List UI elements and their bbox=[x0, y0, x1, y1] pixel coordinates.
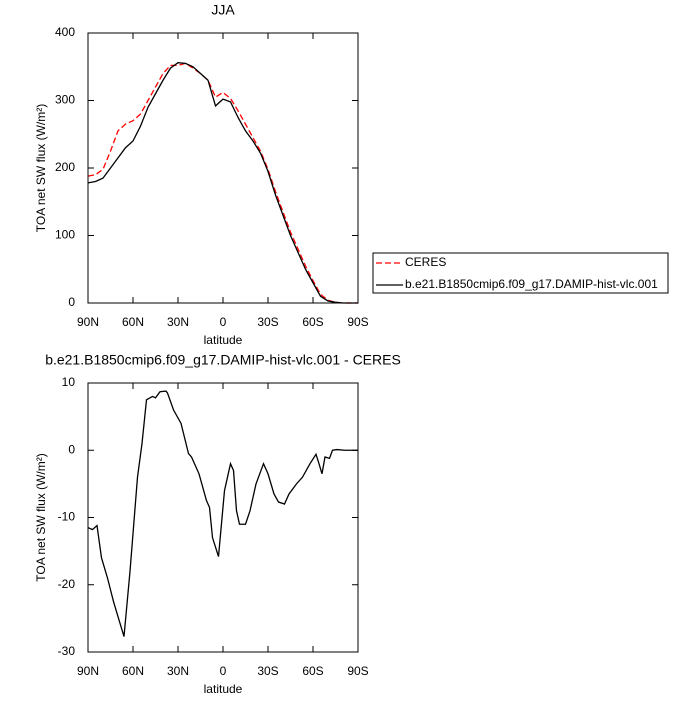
x-tick-label: 90S bbox=[347, 664, 368, 678]
y-tick-label: 10 bbox=[62, 375, 76, 389]
x-tick-label: 60N bbox=[122, 315, 144, 329]
data-line bbox=[87, 62, 358, 304]
y-axis-label: TOA net SW flux (W/m²) bbox=[34, 453, 48, 581]
legend-box bbox=[372, 252, 669, 294]
data-line bbox=[87, 390, 358, 637]
plot-frame bbox=[87, 32, 359, 304]
chart-title: JJA bbox=[211, 2, 235, 18]
x-tick-label: 90N bbox=[77, 664, 99, 678]
x-tick-label: 60S bbox=[302, 664, 323, 678]
y-axis-label: TOA net SW flux (W/m²) bbox=[34, 104, 48, 232]
x-tick-label: 30S bbox=[257, 315, 278, 329]
x-tick-label: 90N bbox=[77, 315, 99, 329]
x-tick-label: 30S bbox=[257, 664, 278, 678]
data-line bbox=[87, 62, 358, 304]
y-tick-label: 100 bbox=[55, 228, 75, 242]
y-tick-label: 300 bbox=[55, 93, 75, 107]
y-tick-label: 0 bbox=[68, 442, 75, 456]
y-tick-label: -20 bbox=[58, 577, 76, 591]
x-axis-label: latitude bbox=[204, 682, 243, 696]
x-tick-label: 30N bbox=[167, 315, 189, 329]
chart-title: b.e21.B1850cmip6.f09_g17.DAMIP-hist-vlc.… bbox=[45, 352, 401, 368]
x-tick-label: 30N bbox=[167, 664, 189, 678]
x-tick-label: 60N bbox=[122, 664, 144, 678]
y-tick-label: 200 bbox=[55, 160, 75, 174]
x-tick-label: 0 bbox=[220, 315, 227, 329]
plot-frame bbox=[87, 382, 359, 653]
y-tick-label: -30 bbox=[58, 644, 76, 658]
y-tick-label: -10 bbox=[58, 510, 76, 524]
y-tick-label: 400 bbox=[55, 25, 75, 39]
x-axis-label: latitude bbox=[204, 333, 243, 347]
x-tick-label: 60S bbox=[302, 315, 323, 329]
x-tick-label: 0 bbox=[220, 664, 227, 678]
x-tick-label: 90S bbox=[347, 315, 368, 329]
legend-label: b.e21.B1850cmip6.f09_g17.DAMIP-hist-vlc.… bbox=[405, 277, 658, 291]
legend-label: CERES bbox=[405, 255, 446, 269]
y-tick-label: 0 bbox=[68, 295, 75, 309]
